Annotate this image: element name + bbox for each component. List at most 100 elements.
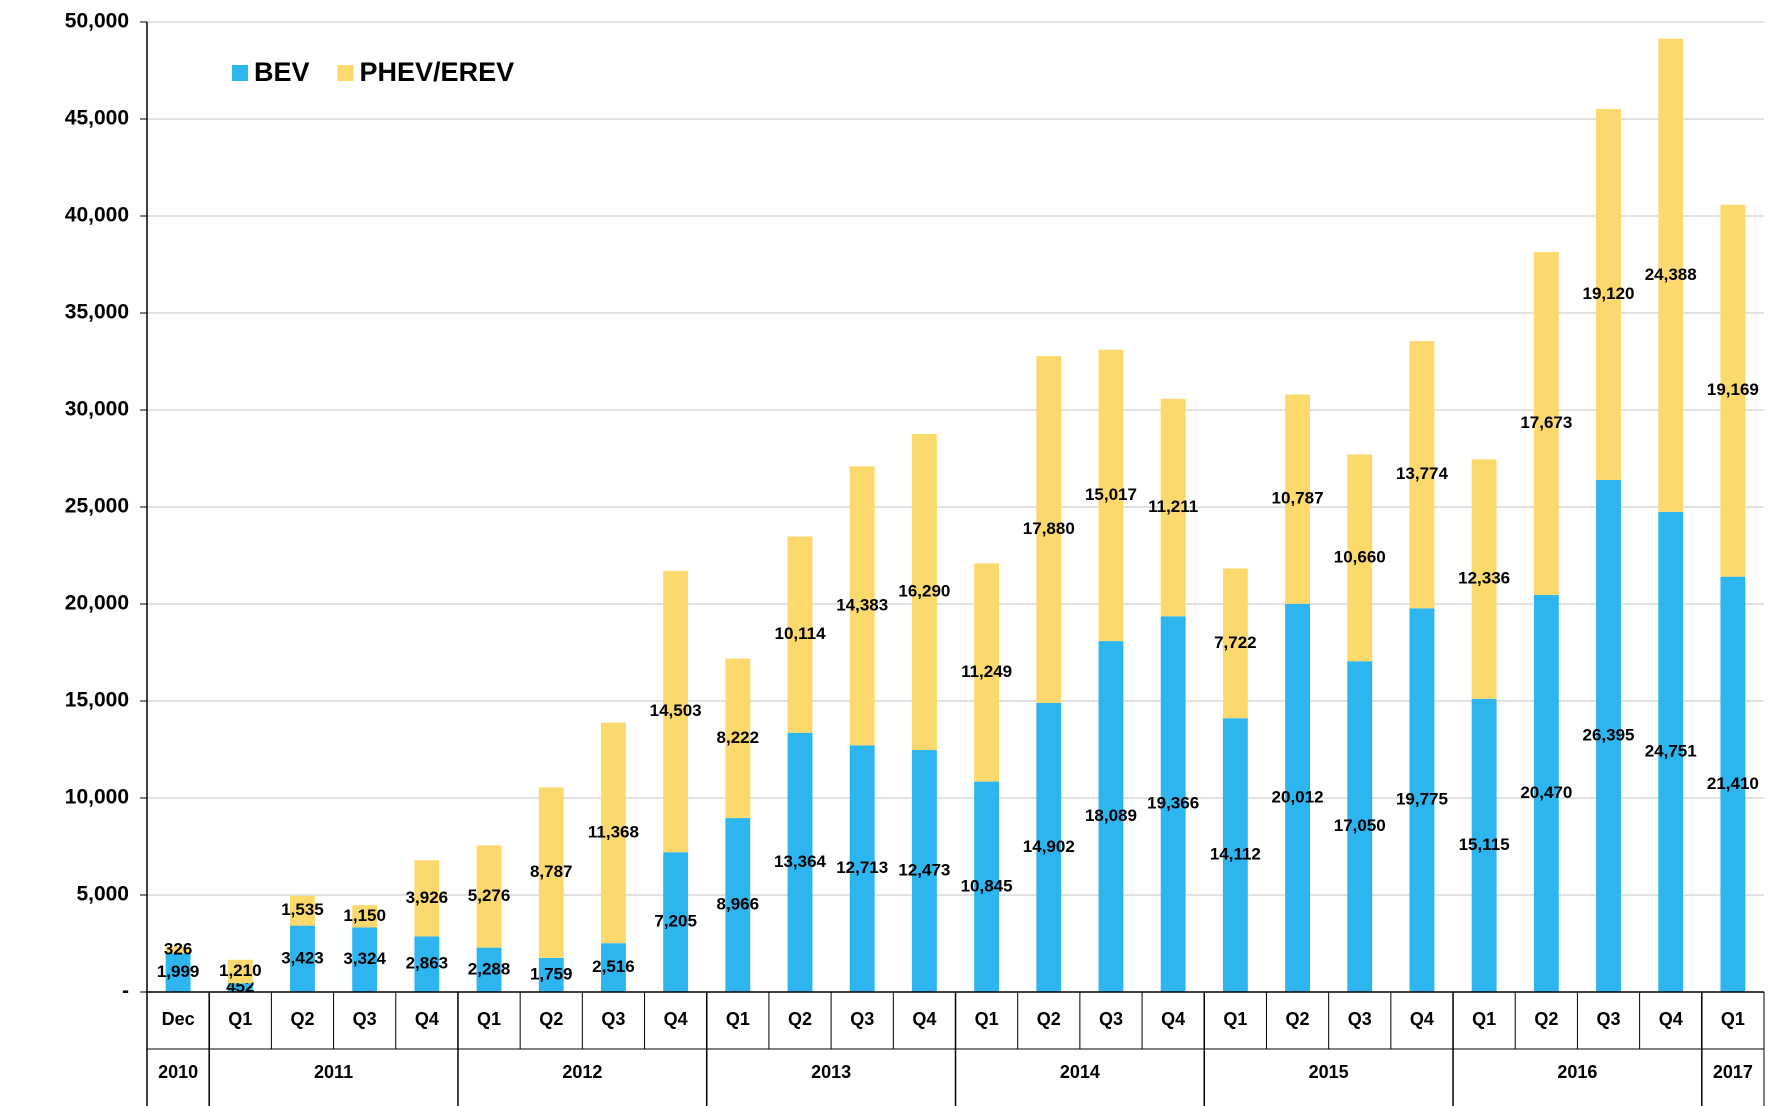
x-tick-label: Q3 (850, 1009, 874, 1029)
data-label: 2,288 (468, 959, 511, 978)
bar-segment (1160, 616, 1186, 992)
x-tick-label: Q2 (788, 1009, 812, 1029)
legend-swatch (232, 65, 248, 81)
bar-segment (352, 927, 378, 992)
x-tick-label: Q1 (726, 1009, 750, 1029)
bar-segment (1347, 454, 1373, 662)
data-label: 17,050 (1334, 816, 1386, 835)
x-tick-label: Q3 (1099, 1009, 1123, 1029)
group-label: 2012 (562, 1062, 602, 1082)
data-label: 10,845 (961, 876, 1013, 895)
bar-segment (476, 845, 502, 948)
bar-segment (911, 750, 937, 992)
bar-segment (663, 852, 689, 992)
x-tick-label: Q4 (415, 1009, 439, 1029)
bar-segment (601, 943, 626, 992)
y-tick-label: 10,000 (65, 786, 129, 809)
data-label: 7,205 (654, 912, 697, 931)
data-label: 1,535 (281, 900, 324, 919)
data-label: 2,863 (406, 954, 449, 973)
bar-segment (227, 983, 253, 992)
bar-segment (911, 433, 937, 751)
data-label: 19,169 (1707, 380, 1759, 399)
bar-segment (1285, 394, 1310, 604)
bar-segment (165, 946, 191, 954)
bar-segment (787, 536, 813, 733)
y-tick-label: 15,000 (65, 689, 129, 712)
y-tick-label: 5,000 (76, 883, 129, 906)
data-label: 19,120 (1583, 284, 1635, 303)
x-tick-label: Q4 (1161, 1009, 1185, 1029)
data-label: 1,759 (530, 964, 573, 983)
group-label: 2017 (1713, 1062, 1753, 1082)
bar-segment (414, 860, 440, 937)
data-label: 10,787 (1272, 489, 1324, 508)
bar-segment (725, 818, 751, 992)
x-tick-label: Q1 (975, 1009, 999, 1029)
y-tick-label: - (122, 980, 129, 1003)
data-label: 17,673 (1520, 413, 1572, 432)
x-tick-label: Q4 (1659, 1009, 1683, 1029)
data-label: 14,112 (1210, 845, 1261, 864)
data-label: 24,751 (1645, 741, 1697, 760)
bar-segment (1533, 594, 1559, 992)
y-tick-label: 25,000 (65, 495, 129, 518)
data-label: 11,368 (588, 822, 639, 841)
bar-segment (227, 959, 253, 984)
group-label: 2011 (314, 1062, 353, 1082)
group-label: 2010 (158, 1062, 198, 1082)
bar-segment (1347, 661, 1373, 992)
data-label: 15,115 (1459, 835, 1510, 854)
bar-segment (849, 745, 875, 992)
bar-segment (1658, 38, 1684, 512)
x-tick-label: Q4 (1410, 1009, 1434, 1029)
x-tick-label: Q3 (1597, 1009, 1621, 1029)
y-tick-label: 20,000 (65, 592, 129, 615)
bar-segment (1471, 459, 1497, 699)
data-label: 326 (164, 940, 192, 959)
data-label: 5,276 (468, 886, 511, 905)
bar-segment (725, 658, 751, 819)
x-tick-label: Q2 (1534, 1009, 1558, 1029)
bar-segment (1658, 511, 1684, 992)
x-tick-label: Q1 (477, 1009, 501, 1029)
x-tick-label: Q2 (539, 1009, 563, 1029)
x-tick-label: Q1 (228, 1009, 252, 1029)
bar-segment (601, 722, 626, 944)
data-label: 1,150 (343, 906, 386, 925)
data-label: 20,470 (1520, 783, 1572, 802)
bar-segment (352, 905, 378, 928)
data-label: 14,503 (650, 701, 702, 720)
data-label: 14,383 (836, 595, 888, 614)
bar-segment (290, 925, 315, 992)
group-label: 2013 (811, 1062, 851, 1082)
bar-segment (1471, 698, 1497, 992)
group-label: 2015 (1309, 1062, 1349, 1082)
data-label: 3,324 (343, 949, 386, 968)
x-tick-label: Q2 (1286, 1009, 1310, 1029)
data-label: 11,249 (961, 662, 1012, 681)
data-label: 1,210 (219, 961, 262, 980)
data-label: 26,395 (1583, 725, 1635, 744)
bar-segment (1098, 349, 1124, 642)
data-label: 12,713 (836, 858, 888, 877)
x-tick-label: Q4 (912, 1009, 936, 1029)
data-label: 14,902 (1023, 837, 1075, 856)
bar-segment (290, 895, 315, 926)
x-tick-label: Q2 (290, 1009, 314, 1029)
x-tick-label: Q1 (1721, 1009, 1745, 1029)
data-label: 13,774 (1396, 464, 1449, 483)
x-tick-label: Q3 (601, 1009, 625, 1029)
data-label: 8,222 (717, 728, 760, 747)
data-label: 8,966 (717, 895, 760, 914)
x-tick-label: Q1 (1472, 1009, 1496, 1029)
y-tick-label: 50,000 (65, 10, 129, 33)
y-tick-label: 45,000 (65, 107, 129, 130)
bar-segment (1533, 252, 1559, 595)
bar-segment (1409, 608, 1435, 992)
data-label: 10,114 (774, 624, 826, 643)
bar-segment (663, 570, 689, 853)
data-label: 19,775 (1396, 790, 1448, 809)
bar-segment (1222, 568, 1248, 719)
x-tick-label: Q2 (1037, 1009, 1061, 1029)
